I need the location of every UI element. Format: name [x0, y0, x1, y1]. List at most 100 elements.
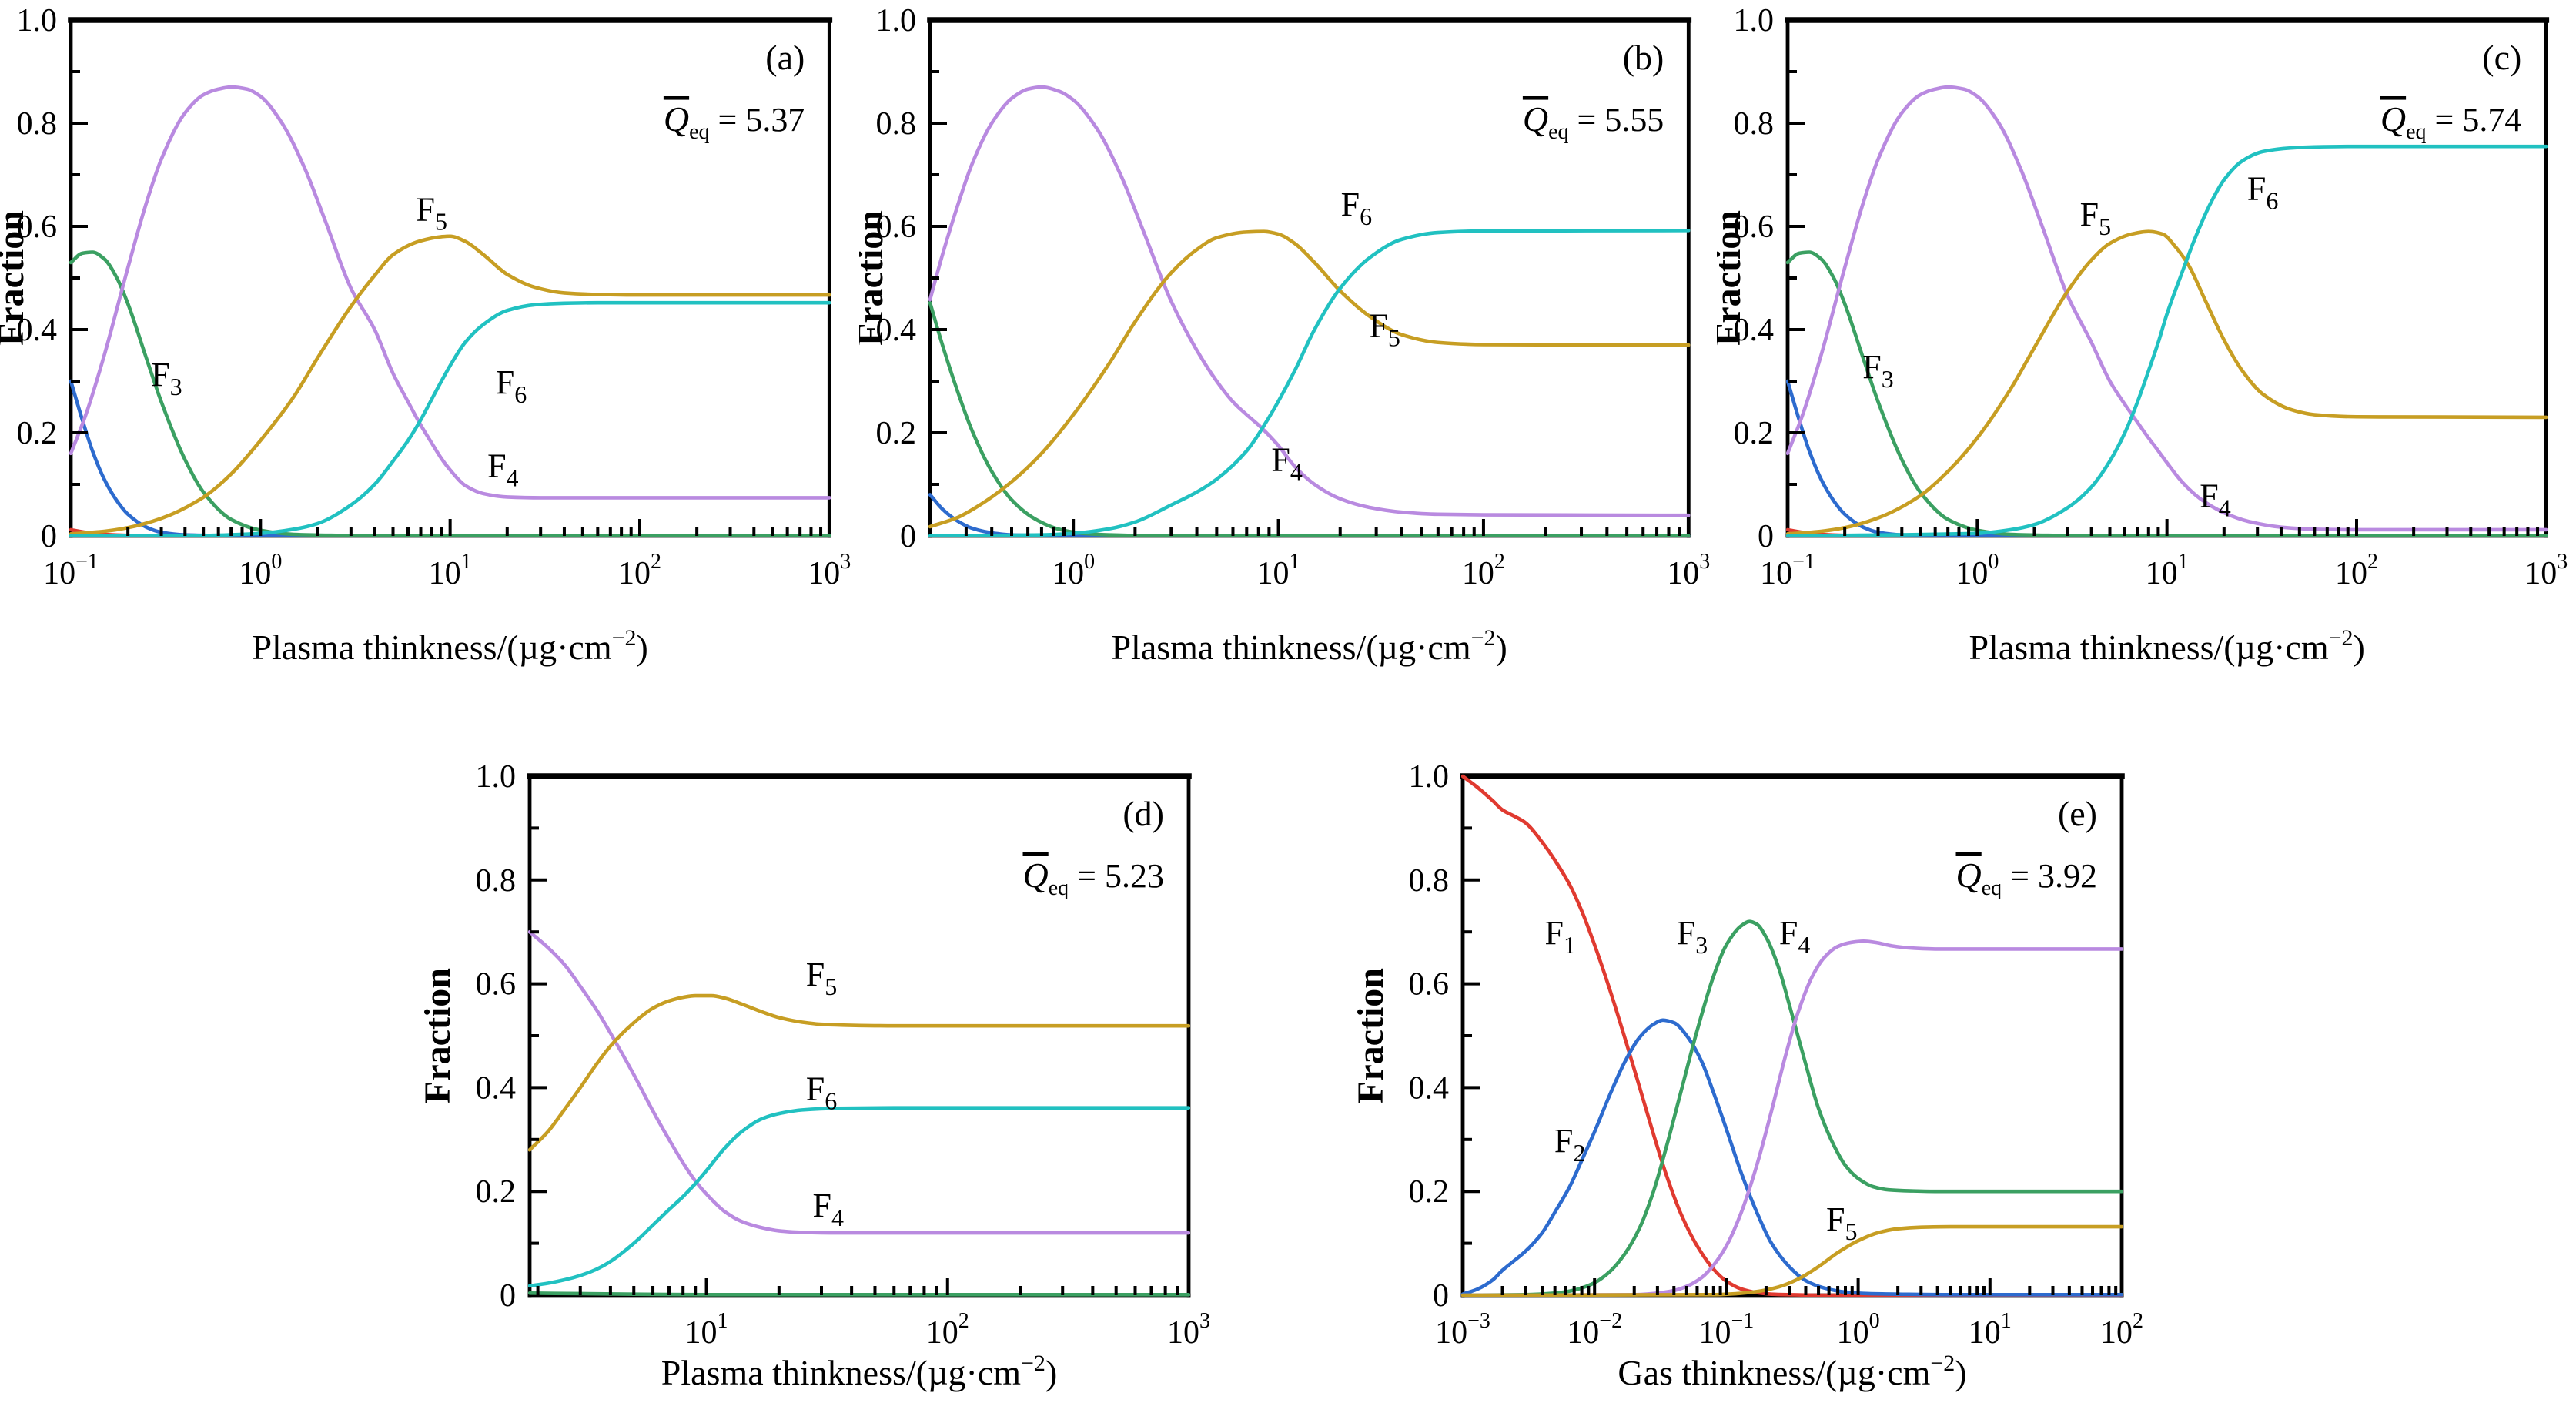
x-axis-label: Plasma thinkness/(µg·cm−2): [1111, 625, 1507, 667]
curves: [527, 929, 1189, 1297]
qeq-annotation: Qeq = 5.37: [664, 99, 805, 144]
y-tick-label: 0.4: [475, 1070, 516, 1106]
curve-labels: F6 F5 F4: [1271, 186, 1400, 486]
x-tick-label: 102: [1461, 550, 1504, 591]
axis-ticks: [1462, 826, 2117, 1295]
curve-labels: F3 F5 F6 F4: [1863, 170, 2279, 522]
curve-F3: [1786, 250, 2548, 537]
qeq-annotation: Qeq = 3.92: [1955, 856, 2097, 900]
y-tick-label: 0.2: [475, 1174, 516, 1210]
panel-letter: (d): [1122, 794, 1163, 833]
panel-letter: (e): [2057, 794, 2096, 833]
panel-b: 0 0.2 0.4 0.6 0.8 1.0 100 101 102 103 Plasma think…: [858, 0, 1717, 701]
x-tick-label: 101: [2146, 550, 2189, 591]
y-tick-label: 0.8: [1408, 863, 1449, 899]
x-tick-labels: 101 102 103: [684, 1309, 1209, 1351]
y-tick-labels: 0 0.2 0.4 0.6 0.8 1.0: [1408, 759, 1449, 1314]
y-axis-label: Fraction: [1718, 210, 1749, 346]
y-tick-label: 0.8: [875, 106, 915, 142]
curve-labels: F3 F5 F6 F4: [151, 191, 527, 492]
y-tick-label: 0.4: [1734, 313, 1774, 348]
curve-label-F6: F6: [496, 363, 527, 408]
curve-F5: [928, 229, 1690, 529]
y-tick-label: 0.6: [875, 209, 915, 245]
panel-c-svg: 0 0.2 0.4 0.6 0.8 1.0 10−1 100 101 102 103 Plasma t…: [1718, 3, 2568, 667]
y-tick-label: 1.0: [875, 3, 915, 39]
curve-label-F4: F4: [2200, 477, 2231, 521]
qeq-annotation: Qeq = 5.55: [1522, 99, 1663, 144]
x-tick-label: 10−1: [1761, 550, 1816, 591]
curves: [1786, 85, 2548, 537]
y-tick-label: 0.2: [1408, 1174, 1449, 1210]
y-tick-label: 0.6: [1408, 967, 1449, 1003]
x-axis-label: Plasma thinkness/(µg·cm−2): [1969, 625, 2365, 667]
curve-label-F6: F6: [2247, 170, 2278, 215]
y-tick-label: 0: [899, 519, 915, 554]
panel-letter: (c): [2483, 38, 2522, 77]
curve-F6: [1786, 144, 2548, 537]
x-tick-label: 100: [1956, 550, 1999, 591]
x-axis-label: Gas thinkness/(µg·cm−2): [1617, 1351, 1965, 1392]
bottom-row: 0 0.2 0.4 0.6 0.8 1.0 101 102 103 Plasma thinknes…: [0, 701, 2576, 1403]
y-tick-label: 0.6: [17, 209, 57, 245]
plot-frame: [526, 773, 1191, 1298]
x-tick-label: 101: [1968, 1309, 2011, 1351]
y-tick-label: 1.0: [475, 759, 516, 795]
x-tick-labels: 10−1 100 101 102 103: [43, 550, 851, 591]
panel-a-svg: 0 0.2 0.4 0.6 0.8 1.0 10−1 100 101 102 103 Plasma t…: [0, 3, 851, 667]
x-tick-label: 10−1: [1698, 1309, 1754, 1351]
curve-label-F3: F3: [151, 356, 182, 400]
curve-label-F5: F5: [1825, 1200, 1856, 1245]
y-tick-labels: 0 0.2 0.4 0.6 0.8 1.0: [1734, 3, 1774, 554]
x-tick-label: 103: [1667, 550, 1710, 591]
axis-ticks: [529, 826, 1179, 1295]
x-tick-label: 100: [1052, 550, 1095, 591]
curve-label-F5: F5: [805, 956, 836, 1000]
y-tick-label: 0: [1432, 1278, 1448, 1314]
curve-label-F2: F2: [1554, 1122, 1584, 1167]
y-tick-label: 0.4: [17, 313, 57, 348]
y-tick-label: 1.0: [1408, 759, 1449, 795]
x-tick-labels: 10−3 10−2 10−1 100 101 102: [1434, 1309, 2143, 1351]
curve-labels: F1 F3 F4 F2 F5: [1544, 914, 1857, 1245]
curve-label-F3: F3: [1863, 348, 1894, 393]
y-tick-labels: 0 0.2 0.4 0.6 0.8 1.0: [17, 3, 57, 554]
panel-b-svg: 0 0.2 0.4 0.6 0.8 1.0 100 101 102 103 Plasma think…: [858, 3, 1710, 667]
y-axis-label: Fraction: [421, 968, 457, 1103]
y-tick-label: 0.2: [17, 416, 57, 451]
curve-F6: [527, 1106, 1189, 1288]
y-tick-label: 0: [41, 519, 57, 554]
top-row: 0 0.2 0.4 0.6 0.8 1.0 10−1 100 101 102 103 Plasma t…: [0, 0, 2576, 701]
curve-F3: [527, 1291, 1189, 1297]
curve-label-F5: F5: [1369, 306, 1400, 351]
curve-F3: [69, 250, 831, 537]
y-tick-label: 0.4: [875, 313, 915, 348]
curve-label-F5: F5: [2080, 196, 2111, 240]
curve-F5: [69, 234, 831, 536]
curve-F6: [928, 229, 1690, 537]
curve-F5: [1786, 229, 2548, 536]
x-tick-label: 102: [925, 1309, 969, 1351]
curves: [1460, 774, 2123, 1298]
x-tick-label: 10−2: [1566, 1309, 1621, 1351]
panel-c: 0 0.2 0.4 0.6 0.8 1.0 10−1 100 101 102 103 Plasma t…: [1718, 0, 2576, 701]
curve-F3: [928, 300, 1690, 537]
x-tick-labels: 100 101 102 103: [1052, 550, 1710, 591]
curve-F4: [1786, 85, 2548, 532]
curves: [69, 85, 831, 537]
panel-letter: (b): [1622, 38, 1664, 77]
x-tick-label: 102: [2336, 550, 2379, 591]
x-axis-label: Plasma thinkness/(µg·cm−2): [252, 625, 647, 667]
x-tick-label: 10−3: [1434, 1309, 1490, 1351]
curve-label-F6: F6: [1340, 186, 1371, 230]
panel-a: 0 0.2 0.4 0.6 0.8 1.0 10−1 100 101 102 103 Plasma t…: [0, 0, 858, 701]
curve-label-F3: F3: [1676, 914, 1707, 959]
curve-F4: [527, 929, 1189, 1235]
y-tick-label: 0.6: [475, 967, 516, 1003]
qeq-annotation: Qeq = 5.74: [2381, 99, 2522, 144]
panel-d-svg: 0 0.2 0.4 0.6 0.8 1.0 101 102 103 Plasma thinknes…: [421, 759, 1209, 1392]
y-tick-label: 0.8: [475, 863, 516, 899]
y-tick-labels: 0 0.2 0.4 0.6 0.8 1.0: [875, 3, 915, 554]
